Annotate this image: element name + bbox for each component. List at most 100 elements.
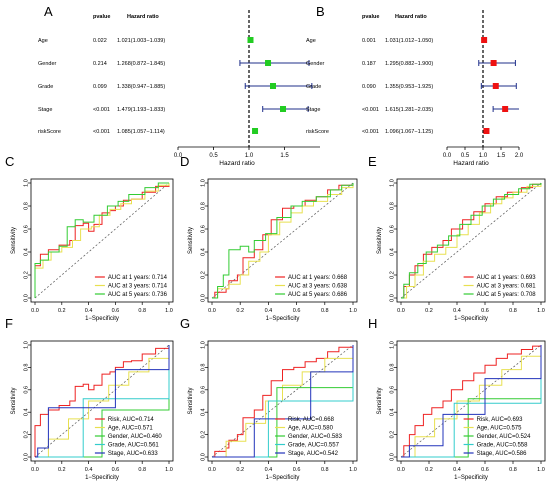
x-tick-label: 0.4 xyxy=(85,467,93,473)
legend-label: Age, AUC=0.580 xyxy=(288,426,334,432)
plot-frame xyxy=(30,340,174,462)
y-tick-label: 0.2 xyxy=(23,271,29,279)
legend-item: AUC at 1 years: 0.668 xyxy=(275,275,348,281)
x-tick-label: 0.8 xyxy=(321,308,329,314)
x-axis-label: Hazard ratio xyxy=(219,160,255,167)
legend-item: Gender, AUC=0.583 xyxy=(275,434,343,440)
pvalue-header: pvalue xyxy=(93,14,110,20)
y-tick-label: 0.8 xyxy=(389,202,395,210)
x-axis-label: 1−Specificity xyxy=(266,475,300,481)
x-tick-label: 0.4 xyxy=(453,308,461,314)
x-tick-label: 0.6 xyxy=(293,308,301,314)
panel-label: F xyxy=(5,316,13,331)
legend-item: Stage, AUC=0.542 xyxy=(275,451,339,457)
panel-label: B xyxy=(316,4,325,19)
legend-item: AUC at 1 years: 0.714 xyxy=(94,275,168,281)
hr-marker xyxy=(492,83,499,89)
roc-curve xyxy=(34,182,169,298)
legend-label: Stage, AUC=0.586 xyxy=(477,451,528,457)
y-axis-label: Sensitivity xyxy=(11,387,17,414)
row-pvalue: <0.001 xyxy=(93,129,110,135)
panel-label: C xyxy=(5,154,14,169)
x-tick-label: 0.0 xyxy=(208,467,216,473)
y-tick-label: 1.0 xyxy=(389,341,395,349)
y-tick-label: 0.6 xyxy=(200,386,206,394)
y-tick-label: 0.8 xyxy=(23,364,29,372)
legend-item: AUC at 5 years: 0.736 xyxy=(94,292,168,298)
row-name: Gender xyxy=(306,61,325,67)
legend-label: Age, AUC=0.571 xyxy=(108,426,154,432)
legend-item: Grade, AUC=0.558 xyxy=(463,443,528,449)
row-hr-text: 1.479(1.193−1.833) xyxy=(117,107,165,113)
legend-label: Risk, AUC=0.668 xyxy=(288,417,335,423)
forest-row: Stage <0.001 1.615(1.281−2.035) xyxy=(306,106,519,113)
panel-label: D xyxy=(180,154,189,169)
panel-label: G xyxy=(180,316,190,331)
x-tick-label: 1.5 xyxy=(280,153,289,159)
row-hr-text: 1.295(0.882−1.900) xyxy=(385,61,433,67)
forest-row: Age 0.022 1.021(1.003−1.039) xyxy=(38,37,254,44)
y-tick-label: 0.8 xyxy=(389,364,395,372)
roc-curve xyxy=(401,345,542,458)
y-tick-label: 1.0 xyxy=(200,341,206,349)
x-tick-label: 0.5 xyxy=(209,153,218,159)
roc-curve xyxy=(212,183,354,299)
forest-row: Gender 0.187 1.295(0.882−1.900) xyxy=(306,60,516,67)
y-tick-label: 0.0 xyxy=(23,294,29,302)
row-pvalue: 0.022 xyxy=(93,38,107,44)
hr-marker xyxy=(481,37,488,43)
x-tick-label: 0.6 xyxy=(112,308,120,314)
x-tick-label: 0.6 xyxy=(481,467,489,473)
x-tick-label: 0.4 xyxy=(453,467,461,473)
plot-frame xyxy=(207,178,358,303)
legend-label: AUC at 5 years: 0.736 xyxy=(108,292,168,298)
roc-curve xyxy=(401,345,542,458)
y-tick-label: 1.0 xyxy=(389,179,395,187)
roc-curve xyxy=(35,345,170,458)
legend-label: Stage, AUC=0.542 xyxy=(288,451,339,457)
y-tick-label: 0.4 xyxy=(23,248,29,256)
y-axis-label: Sensitivity xyxy=(377,227,383,254)
row-name: Gender xyxy=(38,61,57,67)
x-tick-label: 0.0 xyxy=(31,308,39,314)
x-axis-label: 1−Specificity xyxy=(85,316,119,322)
row-pvalue: <0.001 xyxy=(93,107,110,113)
roc-panel-h: H 0.00.0 0.2 0.2 0.4 0.4 0.6 0.6 0.8 0.8 1.0 1.0 1−S… xyxy=(368,316,546,481)
forest-row: riskScore <0.001 1.085(1.057−1.114) xyxy=(38,128,259,135)
x-tick-label: 0.6 xyxy=(293,467,301,473)
panel-label: H xyxy=(368,316,377,331)
x-tick-label: 1.0 xyxy=(245,153,254,159)
hr-marker xyxy=(265,60,272,66)
y-tick-label: 0.0 xyxy=(23,453,29,461)
y-axis-label: Sensitivity xyxy=(11,227,17,254)
row-name: Age xyxy=(38,38,48,44)
roc-curve xyxy=(401,345,542,458)
x-tick-label: 1.0 xyxy=(537,467,545,473)
x-tick-label: 0.0 xyxy=(397,467,405,473)
y-tick-label: 0.0 xyxy=(200,294,206,302)
y-tick-label: 1.0 xyxy=(23,341,29,349)
legend-item: Risk, AUC=0.714 xyxy=(94,417,154,423)
row-pvalue: 0.001 xyxy=(362,38,376,44)
x-tick-label: 0.2 xyxy=(425,308,433,314)
legend-item: Gender, AUC=0.460 xyxy=(94,434,162,440)
x-tick-label: 0.0 xyxy=(208,308,216,314)
forest-row: Grade 0.099 1.338(0.947−1.885) xyxy=(38,83,313,90)
roc-curve xyxy=(34,345,170,457)
y-tick-label: 0.6 xyxy=(200,225,206,233)
y-tick-label: 0.2 xyxy=(389,431,395,439)
roc-panel-g: G 0.00.0 0.2 0.2 0.4 0.4 0.6 0.6 0.8 0.8 1.0 1.0 1−S… xyxy=(180,316,358,481)
x-tick-label: 1.0 xyxy=(349,308,357,314)
y-tick-label: 0.6 xyxy=(23,386,29,394)
legend-item: Risk, AUC=0.668 xyxy=(275,417,335,423)
y-tick-label: 0.0 xyxy=(200,453,206,461)
x-tick-label: 1.5 xyxy=(497,153,506,159)
hr-marker xyxy=(490,60,497,66)
legend-label: Age, AUC=0.575 xyxy=(477,426,523,432)
legend-item: AUC at 3 years: 0.681 xyxy=(463,284,536,290)
roc-curve xyxy=(401,183,542,299)
x-tick-label: 0.2 xyxy=(58,308,66,314)
plot-frame xyxy=(207,340,358,462)
